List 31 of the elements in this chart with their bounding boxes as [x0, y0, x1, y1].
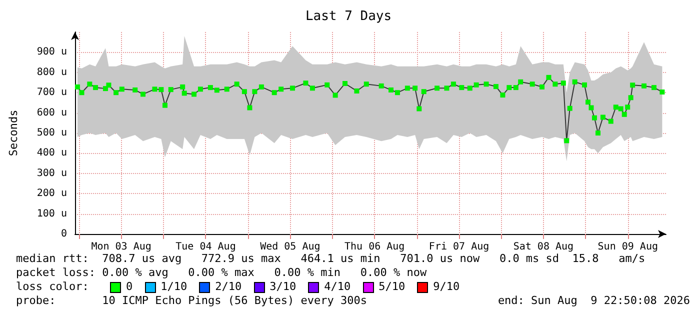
- text: probe: 10 ICMP Echo Pings (56 Bytes) every 300s: [16, 294, 367, 308]
- text: end: Sun Aug 9 22:50:08 2026: [498, 294, 690, 308]
- text: 4/10: [324, 280, 351, 294]
- x-tick-label: Sun 09 Aug: [598, 242, 658, 252]
- x-tick-label: Thu 06 Aug: [344, 242, 405, 252]
- text: 3/10: [270, 280, 296, 294]
- y-tick-label: 700 u: [36, 87, 67, 98]
- y-tick-label: 900 u: [36, 46, 67, 58]
- text: 1/10: [160, 280, 188, 294]
- x-tick-label: Wed 05 Aug: [260, 242, 320, 252]
- y-tick-label: 300 u: [36, 168, 67, 179]
- chart-title: Last 7 Days: [305, 9, 392, 24]
- x-tick-label: Mon 03 Aug: [91, 242, 152, 252]
- x-tick-label: Tue 04 Aug: [176, 242, 236, 252]
- y-axis-title: Seconds: [7, 110, 20, 156]
- text: 9/10: [433, 280, 460, 294]
- text: 0: [126, 280, 133, 294]
- text: 2/10: [215, 280, 242, 294]
- text: packet loss: 0.00 % avg 0.00 % max 0.00 % min 0.00 % now: [16, 266, 427, 280]
- text: median rtt: 708.7 us avg 772.9 us max 464.1 us min 701.0 us now 0.0 ms sd 15.8 am/s: [16, 252, 646, 266]
- y-tick-label: 200 u: [36, 188, 67, 200]
- x-tick-label: Sat 08 Aug: [513, 242, 574, 252]
- y-tick-label: 800 u: [36, 66, 67, 78]
- text: loss color:: [16, 280, 89, 294]
- y-tick-label: 400 u: [36, 148, 67, 159]
- y-tick-label: 600 u: [36, 107, 67, 118]
- y-tick-label: 0: [60, 228, 67, 240]
- text: 5/10: [378, 280, 406, 294]
- y-tick-label: 500 u: [36, 128, 67, 138]
- x-tick-label: Fri 07 Aug: [428, 242, 490, 252]
- y-tick-label: 100 u: [36, 208, 67, 220]
